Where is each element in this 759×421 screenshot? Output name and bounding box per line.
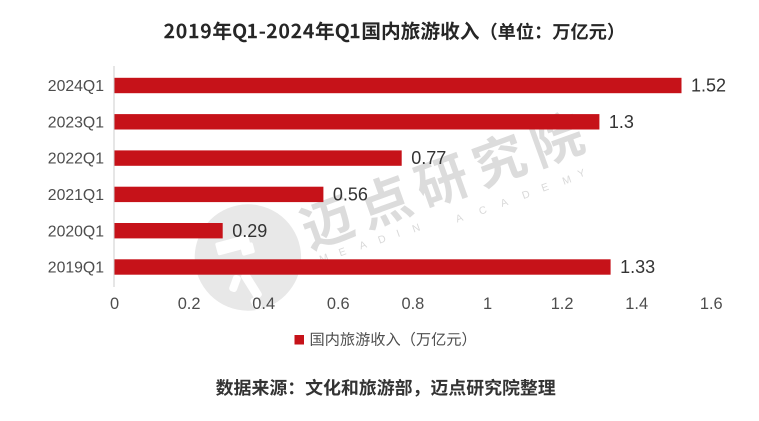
svg-text:1.4: 1.4 [625,295,648,313]
svg-text:E: E [540,181,551,195]
svg-text:D: D [520,188,532,202]
svg-text:2019Q1: 2019Q1 [48,260,104,277]
svg-text:E: E [337,246,348,260]
svg-text:1.33: 1.33 [620,257,655,277]
svg-text:0.56: 0.56 [333,185,368,205]
svg-text:A: A [454,212,465,226]
svg-text:2020Q1: 2020Q1 [48,223,104,240]
svg-text:1.3: 1.3 [609,112,634,132]
svg-text:2021Q1: 2021Q1 [48,187,104,204]
svg-text:1.2: 1.2 [551,295,574,313]
svg-text:2024Q1: 2024Q1 [48,78,104,95]
svg-text:0.2: 0.2 [178,295,201,313]
svg-text:0.8: 0.8 [402,295,425,313]
svg-text:M: M [561,173,573,187]
svg-text:1.6: 1.6 [700,295,723,313]
svg-text:A: A [358,239,369,253]
svg-text:2023Q1: 2023Q1 [48,114,104,131]
svg-text:0.4: 0.4 [252,295,275,313]
svg-text:0.29: 0.29 [232,221,267,241]
svg-text:C: C [477,204,489,218]
svg-text:0.6: 0.6 [327,295,350,313]
svg-text:2022Q1: 2022Q1 [48,151,104,168]
svg-text:1.52: 1.52 [691,76,726,96]
svg-text:0.77: 0.77 [411,148,446,168]
svg-text:A: A [499,196,510,210]
svg-text:Y: Y [576,167,587,181]
svg-text:0: 0 [110,295,119,313]
svg-text:N: N [411,222,422,236]
svg-text:D: D [376,233,388,247]
svg-text:I: I [395,228,402,240]
svg-text:1: 1 [483,295,492,313]
